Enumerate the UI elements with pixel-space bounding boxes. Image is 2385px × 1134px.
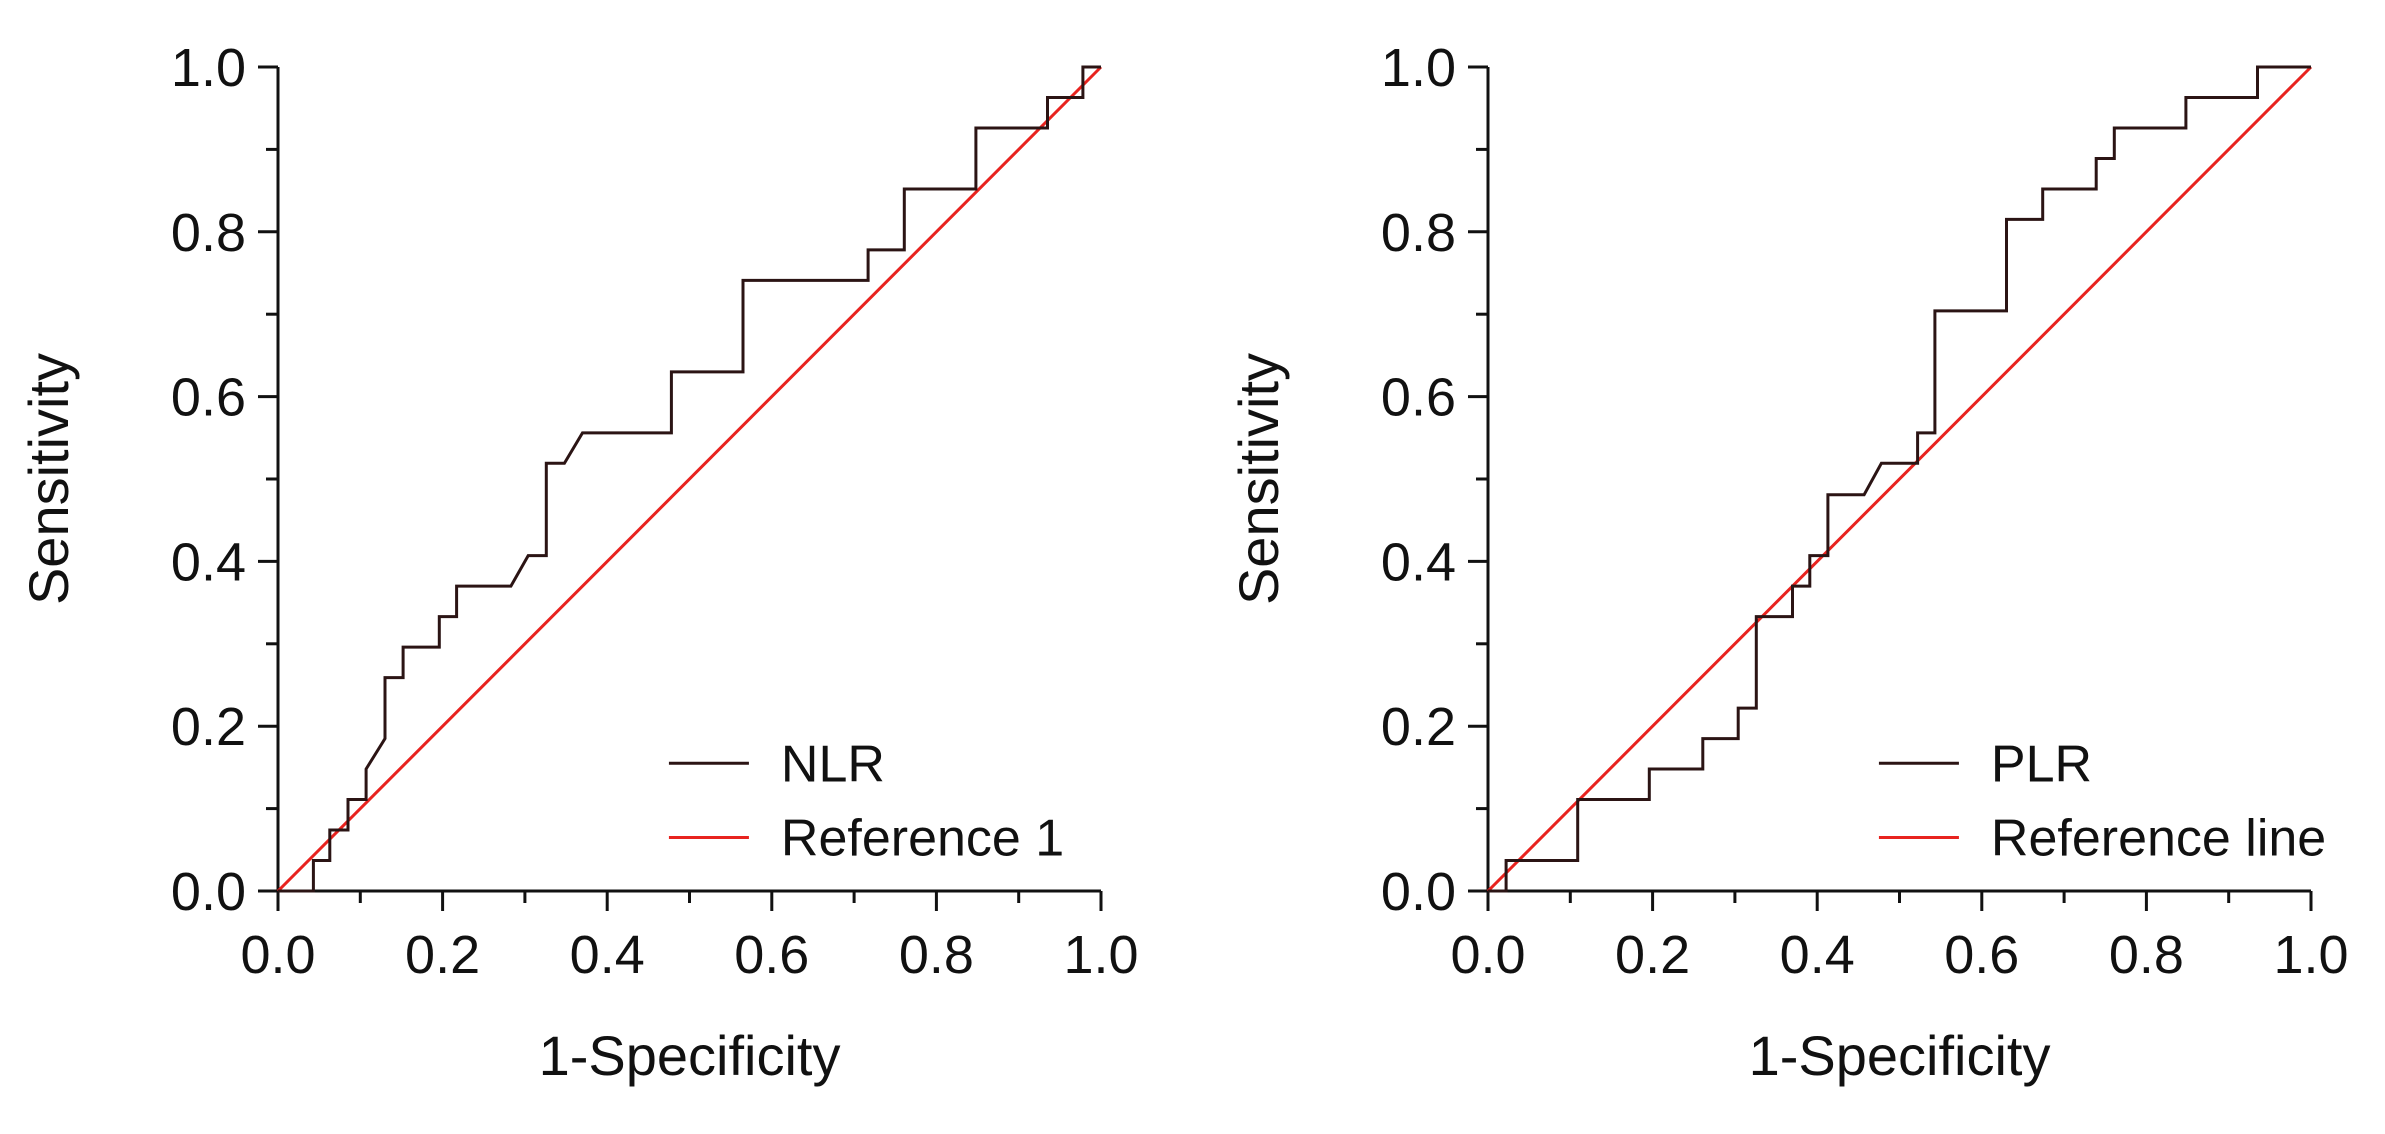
chart-2: 0.0 0.2 0.4 0.6 0.8 1.0 0.0 0.2 0.4 0.6 0.8 1.0 1-Sp… xyxy=(1227,38,2349,1087)
chart-2-y-tick-label: 0.8 xyxy=(1381,203,1456,263)
chart-1-x-tick-label: 0.8 xyxy=(899,925,974,985)
chart-1-y-tick-label: 0.0 xyxy=(171,862,246,922)
chart-2-y-tick-label: 0.6 xyxy=(1381,368,1456,428)
chart-1-y-tick-label: 0.8 xyxy=(171,203,246,263)
chart-2-legend-reference-line-label: Reference line xyxy=(1991,809,2326,867)
chart-1-y-tick-label: 0.2 xyxy=(171,697,246,757)
chart-2-x-tick-label: 0.8 xyxy=(2109,925,2184,985)
chart-2-x-tick-label: 0.6 xyxy=(1944,925,2019,985)
chart-2-x-tick-label: 1.0 xyxy=(2273,925,2348,985)
chart-2-y-tick-label: 0.0 xyxy=(1381,862,1456,922)
chart-1-legend-nlr-label: NLR xyxy=(781,735,885,793)
chart-2-series-plr xyxy=(1488,65,2311,893)
chart-1-x-tick-label: 0.0 xyxy=(240,925,315,985)
chart-2-y-tick-label: 0.2 xyxy=(1381,697,1456,757)
chart-1-x-tick-label: 1.0 xyxy=(1063,925,1138,985)
chart-1-x-axis-label: 1-Specificity xyxy=(539,1024,841,1087)
chart-1: 0.0 0.2 0.4 0.6 0.8 1.0 0.0 0.2 0.4 0.6 0.8 1.0 1-Sp… xyxy=(17,38,1139,1087)
chart-2-y-tick-label: 0.4 xyxy=(1381,532,1456,592)
chart-1-x-tick-label: 0.4 xyxy=(570,925,645,985)
chart-2-x-tick-label: 0.2 xyxy=(1615,925,1690,985)
chart-2-x-tick-label: 0.0 xyxy=(1450,925,1525,985)
chart-1-y-tick-label: 0.4 xyxy=(171,532,246,592)
chart-1-series-reference-1 xyxy=(276,65,1103,893)
chart-2-y-tick-label: 1.0 xyxy=(1381,38,1456,98)
chart-1-x-tick-label: 0.2 xyxy=(405,925,480,985)
chart-2-series-reference-line xyxy=(1486,65,2313,893)
chart-2-x-tick-label: 0.4 xyxy=(1780,925,1855,985)
chart-1-series-nlr xyxy=(278,65,1101,893)
chart-1-y-axis-label: Sensitivity xyxy=(17,353,80,605)
chart-1-y-tick-label: 1.0 xyxy=(171,38,246,98)
chart-1-legend-reference-1-label: Reference 1 xyxy=(781,809,1064,867)
chart-2-legend-plr-label: PLR xyxy=(1991,735,2092,793)
chart-1-x-tick-label: 0.6 xyxy=(734,925,809,985)
chart-2-y-axis-label: Sensitivity xyxy=(1227,353,1290,605)
chart-2-x-axis-label: 1-Specificity xyxy=(1749,1024,2051,1087)
chart-1-y-tick-label: 0.6 xyxy=(171,368,246,428)
